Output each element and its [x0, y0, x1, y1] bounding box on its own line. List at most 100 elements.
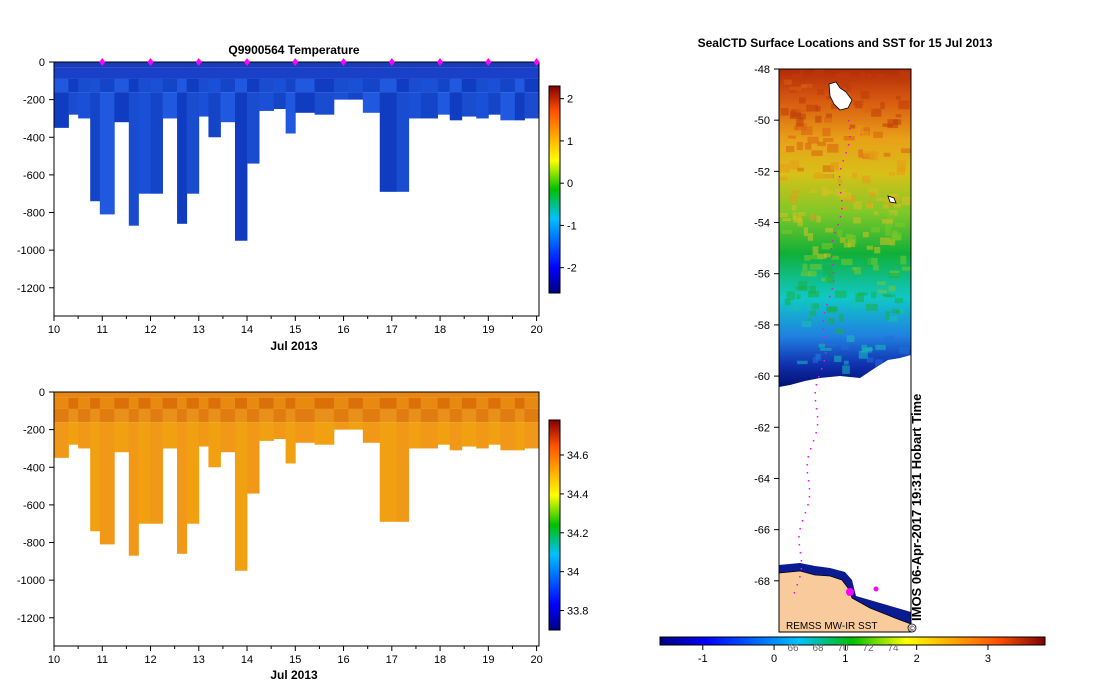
profile-cell	[437, 92, 451, 115]
profile-cell	[488, 397, 501, 409]
sst-texture-cell	[877, 73, 885, 82]
profile-cell	[208, 392, 221, 398]
sst-texture-cell	[871, 108, 882, 117]
sst-texture-cell	[866, 73, 872, 78]
lat-tick-label: -52	[754, 166, 770, 178]
profile-cell	[198, 392, 209, 398]
profile-cell	[408, 78, 422, 93]
x-tick-label: 10	[48, 324, 60, 336]
sst-texture-cell	[806, 303, 813, 311]
profile-cell	[259, 408, 274, 423]
profile-cell	[295, 408, 315, 423]
profile-cell	[138, 397, 151, 409]
profile-cell	[362, 422, 381, 443]
profile-cell	[138, 92, 151, 194]
profile-cell	[54, 408, 69, 423]
seal-track-point	[826, 304, 828, 306]
sst-texture-cell	[782, 218, 791, 222]
seal-track-point	[815, 384, 818, 386]
sst-texture-cell	[880, 237, 891, 245]
surface-location-marker	[292, 58, 299, 66]
sst-texture-cell	[853, 77, 859, 82]
sst-texture-cell	[839, 206, 849, 211]
profile-cell	[186, 78, 200, 93]
copyright-symbol	[907, 623, 917, 633]
seal-track-point	[823, 312, 826, 314]
sst-texture-cell	[780, 107, 789, 116]
sst-texture-cell	[791, 302, 799, 311]
profile-cell	[162, 408, 178, 423]
sst-texture-cell	[804, 299, 813, 306]
sst-texture-cell	[871, 291, 877, 299]
sst-texture-cell	[789, 160, 800, 170]
seal-track	[793, 120, 879, 596]
lat-tick-label: -66	[754, 525, 770, 537]
sst-texture-cell	[801, 320, 812, 328]
sst-texture-cell	[828, 318, 835, 324]
sst-texture-cell	[813, 172, 824, 179]
profile-cell	[259, 422, 274, 441]
profile-cell	[208, 408, 221, 423]
seal-track-point	[809, 448, 812, 450]
profile-cell	[128, 67, 139, 79]
profile-cell	[488, 78, 501, 93]
profile-cell	[362, 392, 381, 398]
profile-cell	[150, 392, 163, 398]
profile-cell	[162, 67, 178, 79]
sst-texture-cell	[779, 176, 788, 181]
colorbar-tick-label: 1	[567, 136, 573, 148]
profile-cell	[396, 392, 410, 398]
sst-texture-cell	[821, 187, 829, 196]
sst-texture-cell	[846, 84, 852, 91]
sst-texture-cell	[800, 271, 812, 277]
sst-texture-cell	[830, 103, 841, 110]
seal-track-point	[822, 320, 825, 322]
profile-cell	[78, 392, 91, 398]
sst-texture-cell	[839, 237, 846, 243]
temperature-title: Q9900564 Temperature	[228, 43, 360, 57]
sst-texture-cell	[817, 141, 826, 147]
profile-cell	[408, 408, 422, 423]
profile-cell	[295, 62, 315, 68]
profile-cell	[68, 392, 79, 398]
profile-cell	[420, 397, 439, 409]
profile-cell	[379, 62, 398, 68]
profile-cell	[476, 92, 489, 119]
sst-texture-cell	[875, 359, 883, 367]
sst-texture-cell	[841, 258, 853, 265]
sst-texture-cell	[807, 233, 814, 241]
seal-track-point	[816, 424, 819, 426]
profile-cell	[162, 397, 178, 409]
profile-cell	[99, 408, 115, 423]
seal-track-point	[800, 568, 803, 570]
salinity-colorbar	[548, 419, 561, 631]
sst-texture-cell	[809, 263, 822, 270]
profile-cell	[99, 78, 115, 93]
profile-cell	[348, 62, 364, 68]
sst-texture-cell	[800, 84, 813, 88]
profile-cell	[408, 422, 422, 449]
profile-cell	[379, 78, 398, 93]
profile-cell	[150, 408, 163, 423]
sst-texture-cell	[791, 205, 797, 211]
sst-texture-cell	[799, 69, 805, 75]
profile-cell	[285, 92, 296, 134]
profile-cell	[333, 392, 349, 398]
sst-texture-cell	[901, 197, 911, 206]
lat-tick-label: -56	[754, 269, 770, 281]
x-tick-label: 11	[97, 324, 108, 336]
profile-cell	[437, 392, 451, 398]
y-tick-label: 0	[39, 387, 45, 399]
sst-texture-cell	[821, 242, 833, 250]
profile-cell	[99, 62, 115, 68]
salinity-plot-frame	[53, 391, 540, 647]
profile-cell	[461, 392, 477, 398]
timestamp-stamp: IMOS 06-Apr-2017 19:31 Hobart Time	[909, 394, 924, 621]
island-north	[828, 81, 853, 111]
sst-colorbar-tick-label: 3	[985, 653, 991, 665]
profile-cell	[186, 62, 200, 68]
seal-track-point	[808, 488, 811, 490]
sst-texture-cell	[895, 95, 901, 100]
sst-texture-cell	[893, 119, 902, 125]
surface-location-marker	[388, 58, 395, 66]
